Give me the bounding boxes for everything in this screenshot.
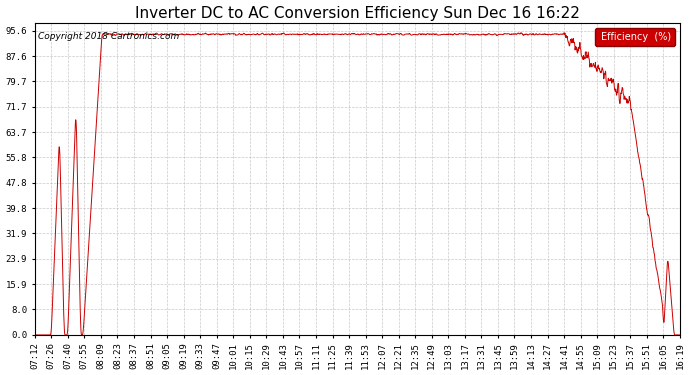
Legend: Efficiency  (%): Efficiency (%) [595,28,675,46]
Text: Copyright 2018 Cartronics.com: Copyright 2018 Cartronics.com [38,33,179,42]
Title: Inverter DC to AC Conversion Efficiency Sun Dec 16 16:22: Inverter DC to AC Conversion Efficiency … [135,6,580,21]
